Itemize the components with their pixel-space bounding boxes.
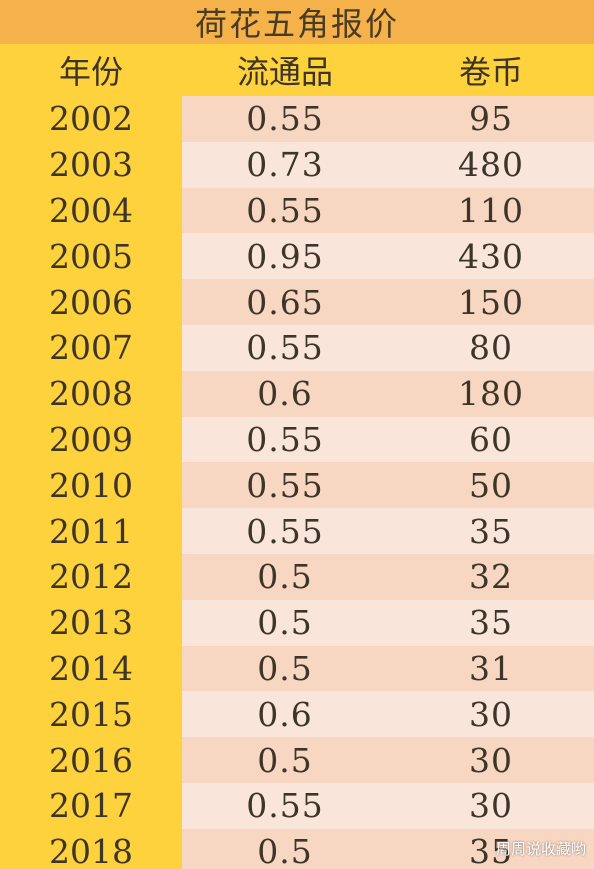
cell-circulation: 0.55 bbox=[182, 416, 389, 463]
cell-roll: 30 bbox=[388, 782, 594, 829]
cell-year: 2008 bbox=[0, 370, 182, 417]
table-row: 2005 0.95 430 bbox=[0, 233, 594, 280]
cell-year: 2017 bbox=[0, 782, 182, 829]
table-row: 2016 0.5 30 bbox=[0, 737, 594, 783]
cell-circulation: 0.5 bbox=[182, 828, 389, 869]
cell-year: 2007 bbox=[0, 324, 182, 371]
cell-circulation: 0.55 bbox=[182, 462, 389, 509]
header-roll: 卷币 bbox=[458, 53, 523, 91]
cell-circulation: 0.5 bbox=[182, 645, 389, 692]
table-title: 荷花五角报价 bbox=[0, 0, 594, 44]
cell-year: 2009 bbox=[0, 416, 182, 463]
cell-roll: 30 bbox=[388, 737, 594, 783]
table-header-row: 年份 流通品 卷币 bbox=[0, 44, 594, 96]
table-row: 2012 0.5 32 bbox=[0, 553, 594, 600]
cell-year: 2012 bbox=[0, 553, 182, 600]
cell-roll: 35 bbox=[388, 599, 594, 646]
cell-roll: 180 bbox=[388, 370, 594, 417]
cell-circulation: 0.55 bbox=[182, 782, 389, 829]
cell-circulation: 0.5 bbox=[182, 599, 389, 646]
cell-year: 2005 bbox=[0, 233, 182, 280]
table-row: 2008 0.6 180 bbox=[0, 370, 594, 417]
cell-year: 2016 bbox=[0, 737, 182, 783]
cell-roll: 430 bbox=[388, 233, 594, 280]
cell-circulation: 0.73 bbox=[182, 141, 389, 188]
table-row: 2014 0.5 31 bbox=[0, 645, 594, 692]
cell-circulation: 0.65 bbox=[182, 279, 389, 325]
cell-year: 2011 bbox=[0, 508, 182, 554]
header-year: 年份 bbox=[58, 53, 123, 91]
cell-circulation: 0.55 bbox=[182, 324, 389, 371]
cell-roll: 150 bbox=[388, 279, 594, 325]
table-row: 2006 0.65 150 bbox=[0, 279, 594, 325]
table-row: 2017 0.55 30 bbox=[0, 782, 594, 829]
cell-roll: 480 bbox=[388, 141, 594, 188]
cell-circulation: 0.55 bbox=[182, 96, 389, 142]
cell-circulation: 0.55 bbox=[182, 508, 389, 554]
table-row: 2002 0.55 95 bbox=[0, 96, 594, 142]
cell-roll: 30 bbox=[388, 691, 594, 738]
cell-roll: 50 bbox=[388, 462, 594, 509]
cell-year: 2013 bbox=[0, 599, 182, 646]
table-row: 2007 0.55 80 bbox=[0, 324, 594, 371]
table-row: 2013 0.5 35 bbox=[0, 599, 594, 646]
cell-roll: 35 bbox=[388, 828, 594, 869]
table-row: 2009 0.55 60 bbox=[0, 416, 594, 463]
cell-year: 2003 bbox=[0, 141, 182, 188]
cell-year: 2018 bbox=[0, 828, 182, 869]
cell-year: 2010 bbox=[0, 462, 182, 509]
cell-roll: 95 bbox=[388, 96, 594, 142]
cell-circulation: 0.55 bbox=[182, 187, 389, 234]
header-circulation: 流通品 bbox=[236, 53, 333, 91]
cell-roll: 80 bbox=[388, 324, 594, 371]
cell-roll: 110 bbox=[388, 187, 594, 234]
cell-circulation: 0.6 bbox=[182, 691, 389, 738]
cell-circulation: 0.5 bbox=[182, 553, 389, 600]
cell-circulation: 0.5 bbox=[182, 737, 389, 783]
table-row: 2004 0.55 110 bbox=[0, 187, 594, 234]
cell-circulation: 0.6 bbox=[182, 370, 389, 417]
table-row: 2003 0.73 480 bbox=[0, 141, 594, 188]
table-row: 2018 0.5 35 bbox=[0, 828, 594, 869]
cell-year: 2004 bbox=[0, 187, 182, 234]
cell-year: 2014 bbox=[0, 645, 182, 692]
table-body: 2002 0.55 95 2003 0.73 480 2004 0.55 110 2005 0.95… bbox=[0, 96, 594, 869]
cell-circulation: 0.95 bbox=[182, 233, 389, 280]
cell-year: 2006 bbox=[0, 279, 182, 325]
cell-roll: 31 bbox=[388, 645, 594, 692]
table-row: 2015 0.6 30 bbox=[0, 691, 594, 738]
watermark: 周周说收藏哟 bbox=[495, 840, 586, 858]
cell-roll: 32 bbox=[388, 553, 594, 600]
cell-year: 2015 bbox=[0, 691, 182, 738]
cell-roll: 60 bbox=[388, 416, 594, 463]
cell-year: 2002 bbox=[0, 96, 182, 142]
table-row: 2010 0.55 50 bbox=[0, 462, 594, 509]
table-row: 2011 0.55 35 bbox=[0, 508, 594, 554]
cell-roll: 35 bbox=[388, 508, 594, 554]
